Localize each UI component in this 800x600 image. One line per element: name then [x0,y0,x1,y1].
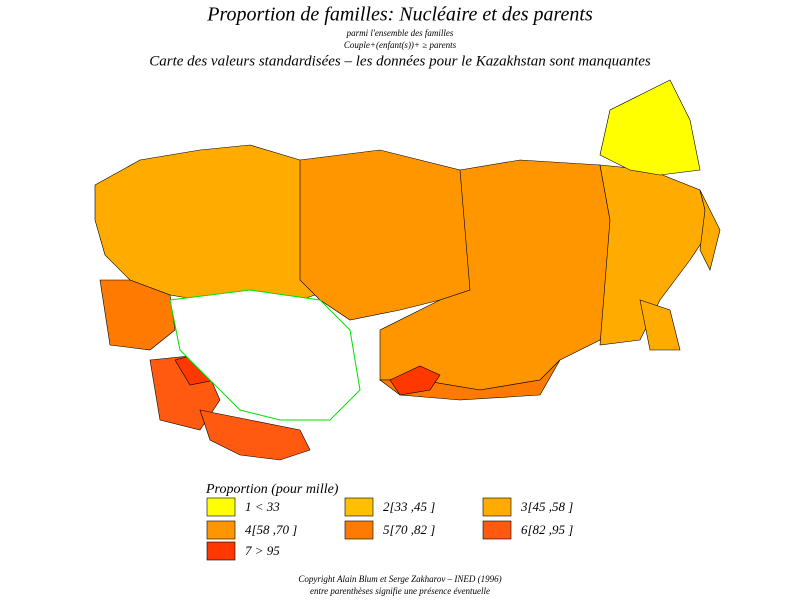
legend-swatch [344,520,374,540]
title: Proportion de familles: Nucléaire et des… [206,4,593,26]
legend-label: 1 < 33 [245,499,280,514]
legend-swatch [482,520,512,540]
region [94,144,331,301]
kazakhstan-missing [169,289,361,421]
legend-swatch [482,497,512,517]
legend-title: Proportion (pour mille) [205,482,339,497]
legend-label: 2[33 ,45 ] [383,499,435,514]
legend-label: 7 > 95 [245,543,280,558]
subtitle: Couple+(enfant(s))+ ≥ parents [344,40,457,50]
copyright: Copyright Alain Blum et Serge Zakharov –… [298,574,501,584]
legend: 1 < 33 2[33 ,45 ] 3[45 ,58 ] 4[58 ,70 ] 5[70… [206,497,573,561]
legend-label: 4[58 ,70 ] [245,522,297,537]
map [94,79,721,461]
legend-label: 5[70 ,82 ] [383,522,435,537]
region [599,79,701,176]
subtitle: parmi l'ensemble des familles [346,28,454,38]
region [299,149,471,321]
region [199,409,311,461]
legend-swatch [344,497,374,517]
legend-swatch [206,541,236,561]
map-note: Carte des valeurs standardisées – les do… [149,53,651,69]
region [599,164,711,346]
region [639,299,681,351]
legend-label: 6[82 ,95 ] [521,522,573,537]
region [699,189,721,271]
legend-swatch [206,520,236,540]
legend-swatch [206,497,236,517]
region [99,279,176,351]
region [389,365,441,396]
footer-note: entre parenthèses signifie une présence … [310,586,490,596]
legend-label: 3[45 ,58 ] [520,499,573,514]
